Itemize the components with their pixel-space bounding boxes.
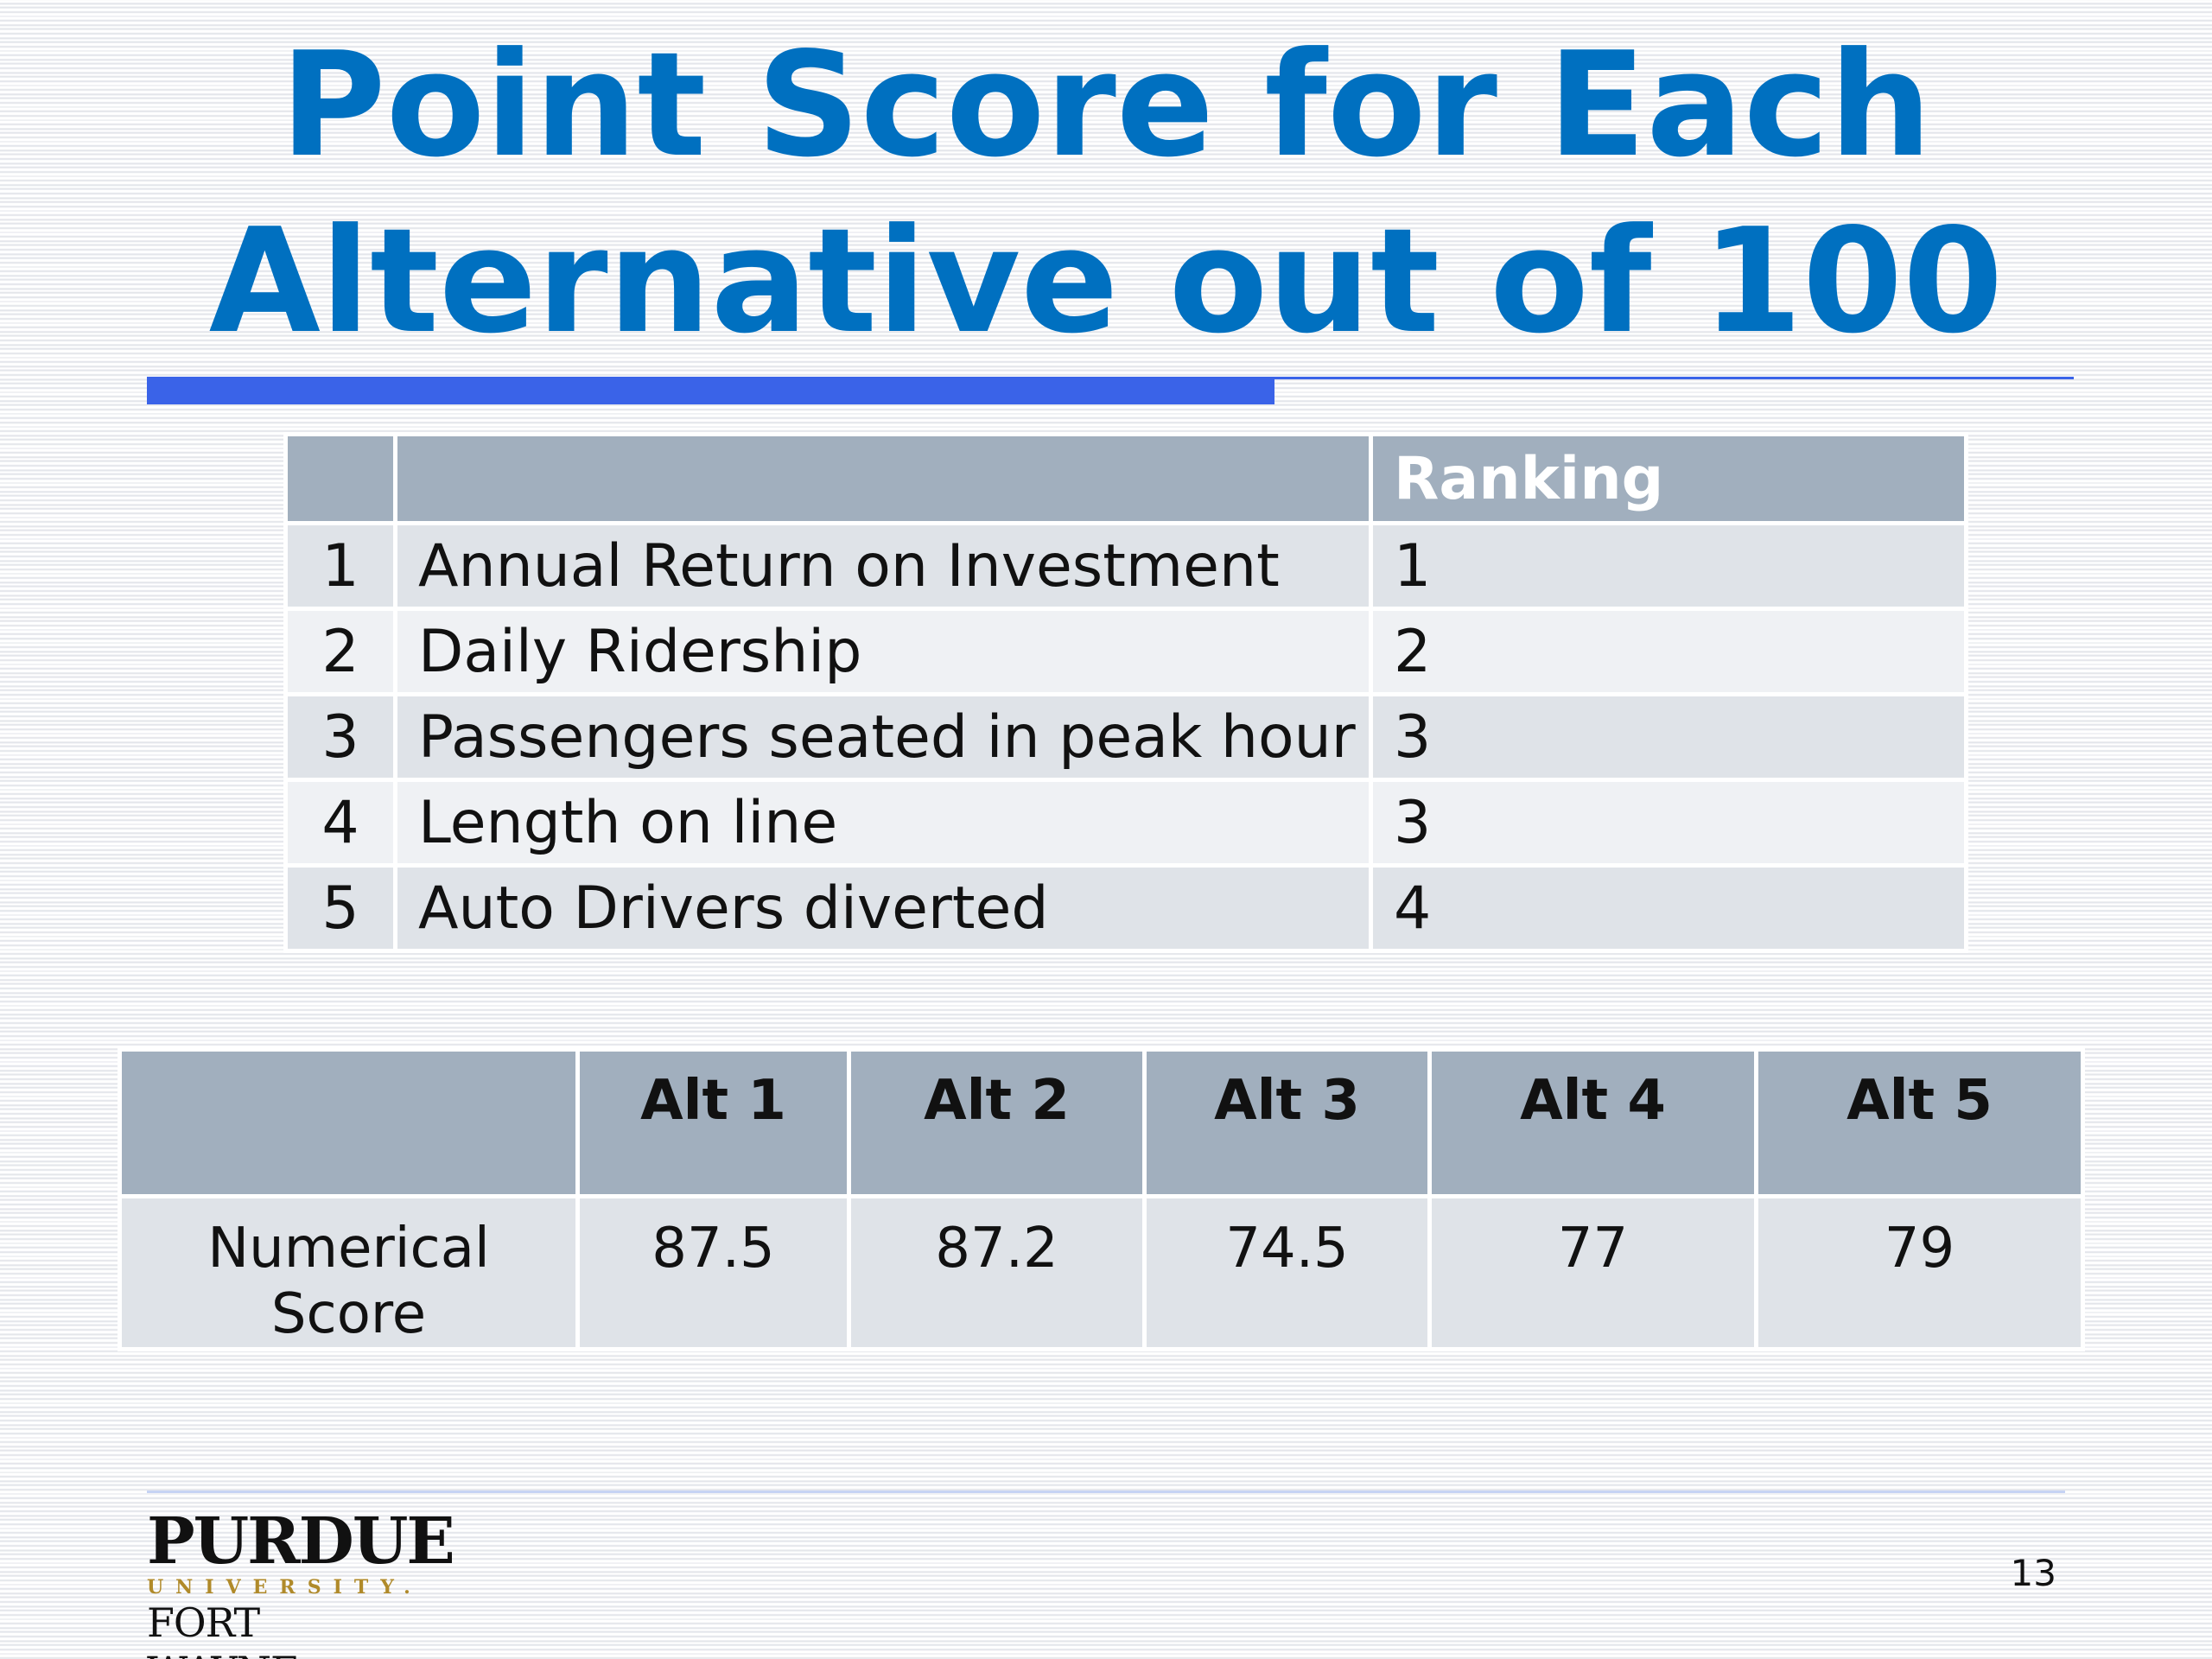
row-number: 4 (283, 778, 397, 868)
page-number: 13 (2010, 1552, 2056, 1594)
table-row: 4 Length on line 3 (283, 778, 1968, 868)
table-row: 3 Passengers seated in peak hour 3 (283, 692, 1968, 782)
numerical-score-label: Numerical Score (118, 1194, 580, 1351)
ranking-value: 1 (1369, 521, 1968, 611)
ranking-header-num (283, 432, 397, 525)
slide-title: Point Score for Each Alternative out of … (208, 22, 2004, 365)
row-number: 3 (283, 692, 397, 782)
row-number: 5 (283, 863, 397, 953)
score-alt-3: 74.5 (1142, 1194, 1432, 1351)
table-row: 1 Annual Return on Investment 1 (283, 521, 1968, 611)
score-header-blank (118, 1047, 580, 1198)
score-table: Alt 1 Alt 2 Alt 3 Alt 4 Alt 5 Numerical … (118, 1047, 2085, 1351)
ranking-header-ranking: Ranking (1369, 432, 1968, 525)
score-header-alt-4: Alt 4 (1427, 1047, 1758, 1198)
logo-wordmark: PURDUE (147, 1504, 455, 1579)
criterion-label: Length on line (393, 778, 1373, 868)
footer-divider (147, 1491, 2065, 1493)
ranking-table-header-row: Ranking (283, 432, 1968, 525)
score-alt-1: 87.5 (575, 1194, 851, 1351)
row-number: 1 (283, 521, 397, 611)
score-alt-5: 79 (1754, 1194, 2085, 1351)
score-table-header-row: Alt 1 Alt 2 Alt 3 Alt 4 Alt 5 (118, 1047, 2085, 1198)
table-row: 5 Auto Drivers diverted 4 (283, 863, 1968, 953)
logo-university-line: UNIVERSITY. (147, 1576, 423, 1599)
criterion-label: Daily Ridership (393, 607, 1373, 696)
table-row: 2 Daily Ridership 2 (283, 607, 1968, 696)
logo-campus-line: FORT WAYNE (147, 1599, 300, 1659)
score-header-alt-5: Alt 5 (1754, 1047, 2085, 1198)
title-underline-thick (147, 377, 1274, 404)
row-number: 2 (283, 607, 397, 696)
table-row: Numerical Score 87.5 87.2 74.5 77 79 (118, 1194, 2085, 1351)
criterion-label: Passengers seated in peak hour (393, 692, 1373, 782)
score-header-alt-3: Alt 3 (1142, 1047, 1432, 1198)
criterion-label: Auto Drivers diverted (393, 863, 1373, 953)
score-alt-2: 87.2 (847, 1194, 1147, 1351)
purdue-fort-wayne-logo: PURDUE UNIVERSITY. FORT WAYNE (147, 1504, 455, 1659)
ranking-value: 4 (1369, 863, 1968, 953)
ranking-value: 2 (1369, 607, 1968, 696)
score-header-alt-2: Alt 2 (847, 1047, 1147, 1198)
ranking-value: 3 (1369, 692, 1968, 782)
ranking-table: Ranking 1 Annual Return on Investment 1 … (283, 432, 1968, 953)
title-underline-thin (1274, 377, 2074, 379)
criterion-label: Annual Return on Investment (393, 521, 1373, 611)
ranking-value: 3 (1369, 778, 1968, 868)
ranking-header-criterion (393, 432, 1373, 525)
score-alt-4: 77 (1427, 1194, 1758, 1351)
score-header-alt-1: Alt 1 (575, 1047, 851, 1198)
